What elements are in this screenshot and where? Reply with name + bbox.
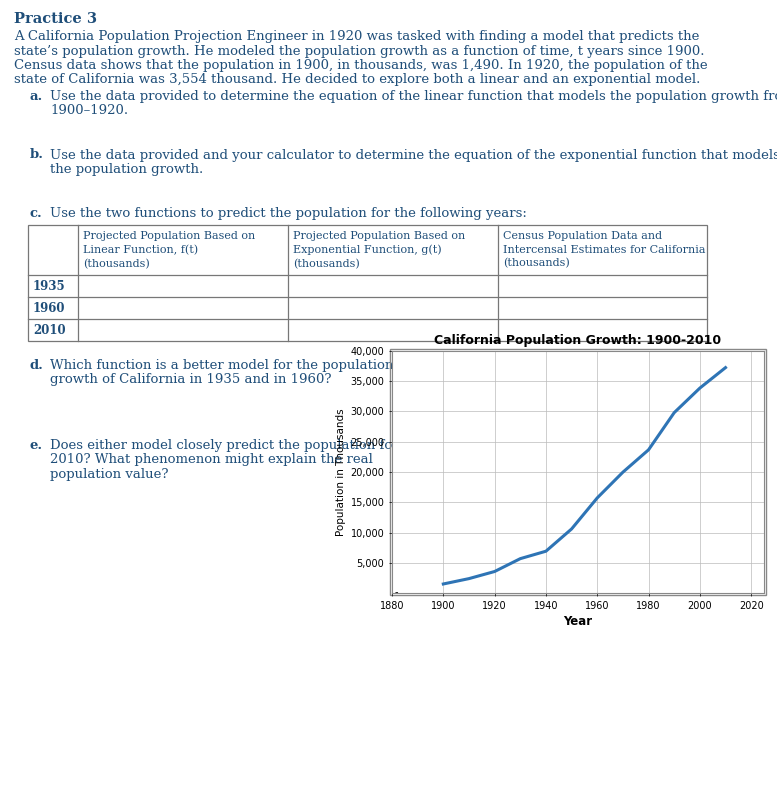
Text: 1935: 1935 — [33, 279, 65, 293]
Text: A California Population Projection Engineer in 1920 was tasked with finding a mo: A California Population Projection Engin… — [14, 30, 699, 43]
Text: -: - — [395, 587, 398, 596]
Text: the population growth.: the population growth. — [50, 163, 204, 176]
Text: Does either model closely predict the population for: Does either model closely predict the po… — [50, 439, 399, 452]
Text: Use the two functions to predict the population for the following years:: Use the two functions to predict the pop… — [50, 207, 527, 220]
Text: e.: e. — [30, 439, 44, 452]
Text: state of California was 3,554 thousand. He decided to explore both a linear and : state of California was 3,554 thousand. … — [14, 74, 700, 86]
Text: Use the data provided and your calculator to determine the equation of the expon: Use the data provided and your calculato… — [50, 149, 777, 161]
Text: 1900–1920.: 1900–1920. — [50, 104, 128, 118]
Text: state’s population growth. He modeled the population growth as a function of tim: state’s population growth. He modeled th… — [14, 44, 705, 58]
Text: b.: b. — [30, 149, 44, 161]
Text: population value?: population value? — [50, 468, 169, 481]
Text: d.: d. — [30, 359, 44, 372]
Text: Which function is a better model for the population: Which function is a better model for the… — [50, 359, 393, 372]
Bar — [28, 225, 707, 341]
Text: a.: a. — [30, 90, 44, 103]
Text: 2010: 2010 — [33, 324, 65, 336]
Text: Projected Population Based on
Linear Function, f(t)
(thousands): Projected Population Based on Linear Fun… — [83, 231, 256, 269]
Text: Use the data provided to determine the equation of the linear function that mode: Use the data provided to determine the e… — [50, 90, 777, 103]
Text: Projected Population Based on
Exponential Function, g(t)
(thousands): Projected Population Based on Exponentia… — [293, 231, 465, 270]
Text: growth of California in 1935 and in 1960?: growth of California in 1935 and in 1960… — [50, 373, 332, 387]
Text: Census data shows that the population in 1900, in thousands, was 1,490. In 1920,: Census data shows that the population in… — [14, 59, 708, 72]
Text: c.: c. — [30, 207, 43, 220]
Title: California Population Growth: 1900-2010: California Population Growth: 1900-2010 — [434, 334, 722, 347]
Text: Census Population Data and
Intercensal Estimates for California
(thousands): Census Population Data and Intercensal E… — [503, 231, 706, 269]
X-axis label: Year: Year — [563, 615, 593, 628]
Text: Practice 3: Practice 3 — [14, 12, 97, 26]
Text: 1960: 1960 — [33, 301, 65, 315]
Text: 2010? What phenomenon might explain the real: 2010? What phenomenon might explain the … — [50, 453, 373, 467]
Y-axis label: Population in Thousands: Population in Thousands — [336, 408, 347, 536]
